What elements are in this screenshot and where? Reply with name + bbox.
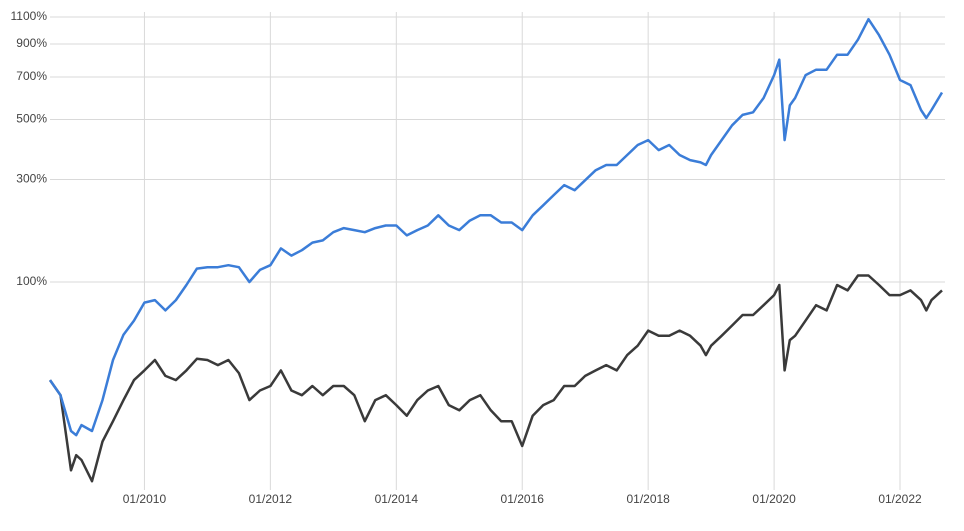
series-line (48, 17, 944, 437)
x-tick-label: 01/2020 (752, 492, 796, 506)
y-tick-label: 900% (16, 36, 47, 50)
y-tick-label: 700% (16, 69, 47, 83)
y-tick-label: 300% (16, 172, 47, 186)
y-tick-label: 500% (16, 112, 47, 126)
x-tick-label: 01/2012 (249, 492, 293, 506)
x-tick-label: 01/2014 (375, 492, 419, 506)
x-tick-label: 01/2010 (123, 492, 167, 506)
series-line (48, 274, 943, 483)
y-tick-label: 1100% (11, 9, 48, 23)
x-tick-label: 01/2022 (878, 492, 922, 506)
y-tick-label: 100% (16, 274, 47, 288)
x-tick-label: 01/2018 (626, 492, 670, 506)
x-tick-label: 01/2016 (501, 492, 545, 506)
